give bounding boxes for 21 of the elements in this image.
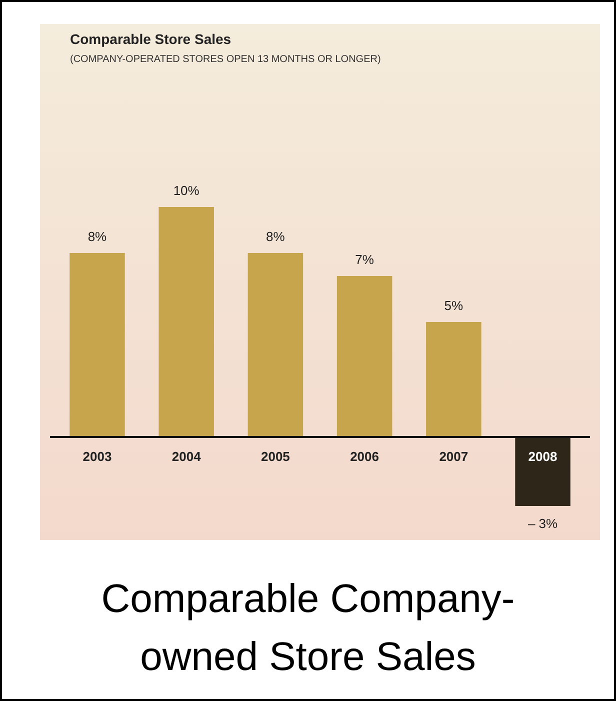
x-tick-label: 2004 <box>172 449 202 464</box>
x-tick-label: 2007 <box>439 449 468 464</box>
bar <box>70 253 125 437</box>
text: Comparable Company-owned Store Sales <box>101 577 515 679</box>
x-tick-label: 2008 <box>528 449 558 464</box>
data-label: 8% <box>266 229 286 244</box>
bar <box>515 437 570 506</box>
x-tick-label: 2005 <box>260 449 290 464</box>
data-label: 10% <box>173 183 200 198</box>
chart-title: Comparable Store Sales <box>70 31 232 47</box>
data-label: 5% <box>444 298 464 313</box>
x-tick-label: 2006 <box>350 449 380 464</box>
bar <box>336 276 392 437</box>
chart-subtitle: (COMPANY-OPERATED STORES OPEN 13 MONTHS OR LONGER) <box>70 54 381 65</box>
data-label: 8% <box>88 229 108 244</box>
bar <box>426 322 482 437</box>
data-label: – 3% <box>528 516 558 531</box>
bar <box>248 253 304 437</box>
data-label: 7% <box>355 252 374 267</box>
bar <box>158 207 214 437</box>
x-tick-label: 2003 <box>82 449 112 464</box>
